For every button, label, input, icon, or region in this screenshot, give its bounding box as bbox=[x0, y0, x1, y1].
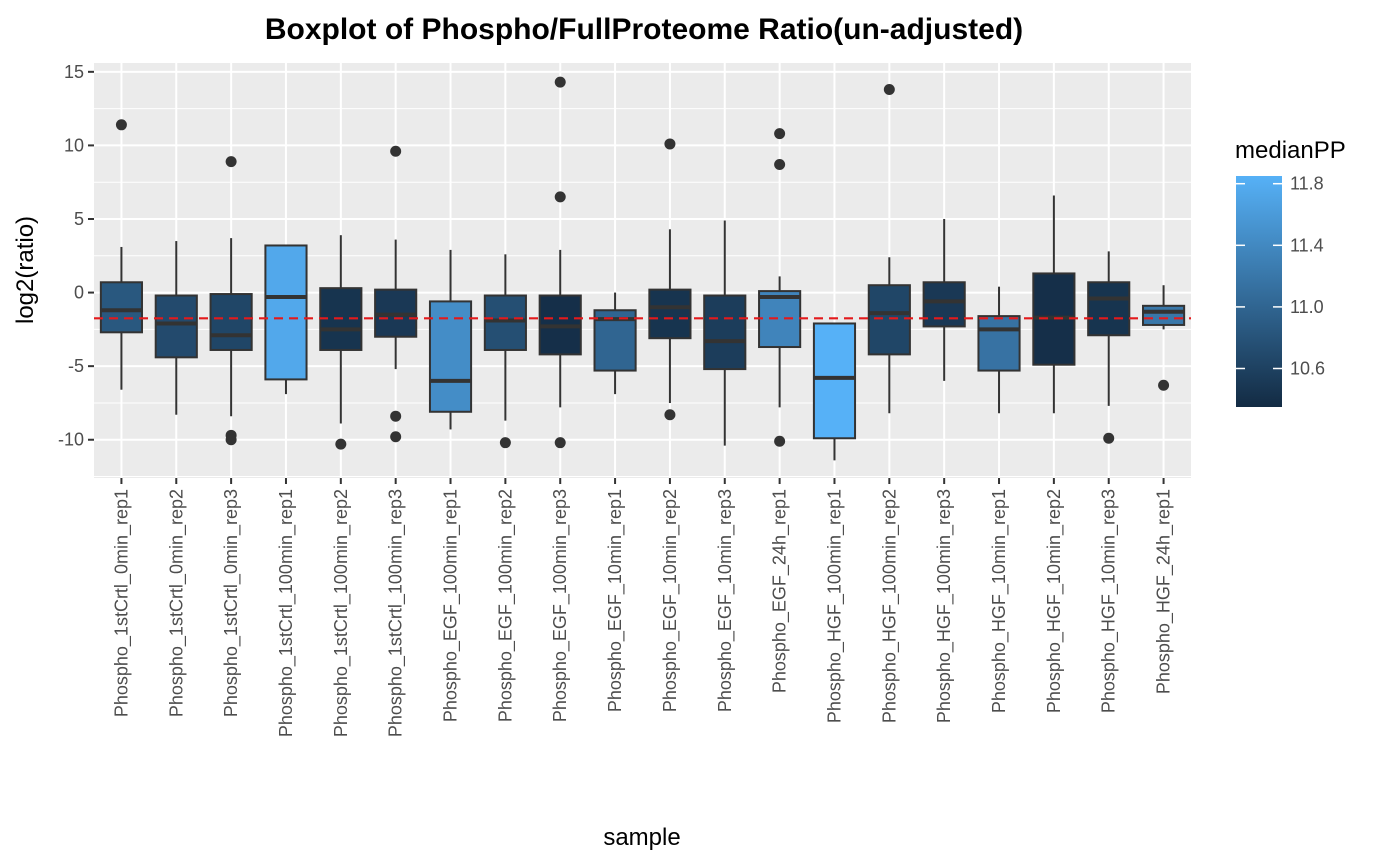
box-body bbox=[1142, 304, 1186, 326]
x-tick-label: Phospho_HGF_100min_rep3 bbox=[934, 489, 955, 723]
outlier-point bbox=[774, 128, 786, 140]
box-body bbox=[483, 294, 527, 351]
outlier-point bbox=[774, 159, 786, 171]
outlier-point bbox=[225, 434, 237, 446]
x-tick-label: Phospho_1stCrtl_0min_rep2 bbox=[166, 489, 187, 717]
box-body bbox=[867, 284, 911, 356]
x-axis: Phospho_1stCrtl_0min_rep1 Phospho_1stCrtl… bbox=[111, 478, 1175, 737]
y-tick-label: 15 bbox=[64, 62, 84, 82]
box-body bbox=[99, 281, 143, 334]
outlier-point bbox=[554, 76, 566, 88]
legend-tick-label: 11.0 bbox=[1290, 297, 1324, 317]
x-axis-title: sample bbox=[603, 824, 680, 851]
box-Phospho_EGF_100min_rep1 bbox=[428, 249, 473, 430]
x-tick-label: Phospho_EGF_100min_rep2 bbox=[495, 489, 516, 722]
box-Phospho_1stCrtl_0min_rep1 bbox=[99, 119, 143, 390]
outlier-point bbox=[390, 410, 402, 422]
legend-title: medianPP bbox=[1235, 137, 1346, 164]
box-Phospho_EGF_10min_rep2 bbox=[648, 138, 692, 421]
outlier-point bbox=[1158, 379, 1170, 391]
x-tick-label: Phospho_1stCrtl_0min_rep3 bbox=[221, 489, 242, 717]
box-body bbox=[428, 300, 473, 413]
box-body bbox=[1087, 281, 1131, 337]
outlier-point bbox=[664, 409, 676, 421]
outlier-point bbox=[335, 438, 347, 450]
y-tick-label: -10 bbox=[58, 430, 84, 450]
box-Phospho_HGF_100min_rep1 bbox=[812, 322, 857, 461]
x-tick-label: Phospho_1stCrtl_100min_rep1 bbox=[276, 489, 297, 737]
box-Phospho_HGF_24h_rep1 bbox=[1142, 285, 1186, 391]
outlier-point bbox=[883, 83, 895, 95]
box-Phospho_HGF_100min_rep3 bbox=[922, 218, 966, 381]
box-Phospho_1stCrtl_100min_rep3 bbox=[374, 145, 418, 443]
y-tick-label: -5 bbox=[68, 356, 84, 376]
outlier-point bbox=[554, 191, 566, 203]
box-body bbox=[758, 290, 802, 349]
x-tick-label: Phospho_EGF_100min_rep1 bbox=[441, 489, 462, 722]
box-Phospho_1stCrtl_0min_rep2 bbox=[154, 241, 198, 415]
outlier-point bbox=[225, 156, 237, 168]
box-Phospho_EGF_100min_rep3 bbox=[538, 76, 582, 449]
box-Phospho_1stCrtl_100min_rep1 bbox=[264, 244, 308, 395]
y-tick-label: 5 bbox=[74, 209, 84, 229]
x-tick-label: Phospho_EGF_24h_rep1 bbox=[770, 489, 791, 693]
box-body bbox=[922, 281, 966, 328]
y-tick-label: 0 bbox=[74, 283, 84, 303]
legend-tick-label: 10.6 bbox=[1290, 359, 1325, 379]
legend-tick-label: 11.4 bbox=[1290, 235, 1324, 255]
box-Phospho_1stCrtl_0min_rep3 bbox=[209, 156, 253, 446]
x-tick-label: Phospho_HGF_10min_rep2 bbox=[1044, 489, 1065, 713]
x-tick-label: Phospho_EGF_10min_rep1 bbox=[605, 489, 626, 712]
x-tick-label: Phospho_EGF_10min_rep3 bbox=[715, 489, 736, 712]
plot-panel bbox=[94, 63, 1191, 478]
outlier-point bbox=[115, 119, 127, 131]
box-body bbox=[977, 315, 1021, 372]
x-tick-label: Phospho_HGF_100min_rep2 bbox=[879, 489, 900, 723]
x-tick-label: Phospho_HGF_100min_rep1 bbox=[824, 489, 845, 723]
x-tick-label: Phospho_1stCrtl_100min_rep2 bbox=[331, 489, 352, 737]
y-axis-title: log2(ratio) bbox=[12, 216, 39, 324]
box-Phospho_HGF_10min_rep1 bbox=[977, 286, 1021, 414]
outlier-point bbox=[390, 431, 402, 443]
box-Phospho_EGF_10min_rep3 bbox=[703, 220, 747, 446]
box-Phospho_HGF_100min_rep2 bbox=[867, 83, 911, 414]
box-body bbox=[209, 293, 253, 351]
box-body bbox=[812, 322, 857, 440]
x-tick-label: Phospho_HGF_10min_rep1 bbox=[989, 489, 1010, 713]
box-body bbox=[264, 244, 308, 381]
outlier-point bbox=[1103, 432, 1115, 444]
box-Phospho_HGF_10min_rep3 bbox=[1087, 251, 1131, 444]
legend: medianPP 10.6 11.0 11.4 11.8 bbox=[1235, 137, 1346, 407]
outlier-point bbox=[664, 138, 676, 150]
box-body bbox=[154, 294, 198, 359]
outlier-point bbox=[554, 437, 566, 449]
outlier-point bbox=[499, 437, 511, 449]
chart-title: Boxplot of Phospho/FullProteome Ratio(un… bbox=[265, 13, 1023, 46]
box-body bbox=[703, 294, 747, 371]
x-tick-label: Phospho_HGF_10min_rep3 bbox=[1099, 489, 1120, 713]
box-body bbox=[648, 288, 692, 340]
y-axis: -10 -5 0 5 10 15 bbox=[58, 62, 94, 450]
x-tick-label: Phospho_1stCrtl_100min_rep3 bbox=[386, 489, 407, 737]
legend-colorbar bbox=[1236, 176, 1282, 407]
legend-tick-label: 11.8 bbox=[1290, 174, 1324, 194]
x-tick-label: Phospho_EGF_10min_rep2 bbox=[660, 489, 681, 712]
x-tick-label: Phospho_EGF_100min_rep3 bbox=[550, 489, 571, 722]
x-tick-label: Phospho_1stCrtl_0min_rep1 bbox=[111, 489, 132, 717]
boxes bbox=[99, 76, 1186, 461]
box-Phospho_EGF_100min_rep2 bbox=[483, 254, 527, 449]
box-Phospho_EGF_10min_rep1 bbox=[593, 292, 637, 395]
x-tick-label: Phospho_HGF_24h_rep1 bbox=[1154, 489, 1175, 694]
y-tick-label: 10 bbox=[64, 135, 84, 155]
outlier-point bbox=[774, 435, 786, 447]
legend-ticks: 10.6 11.0 11.4 11.8 bbox=[1236, 174, 1325, 379]
outlier-point bbox=[390, 145, 402, 157]
